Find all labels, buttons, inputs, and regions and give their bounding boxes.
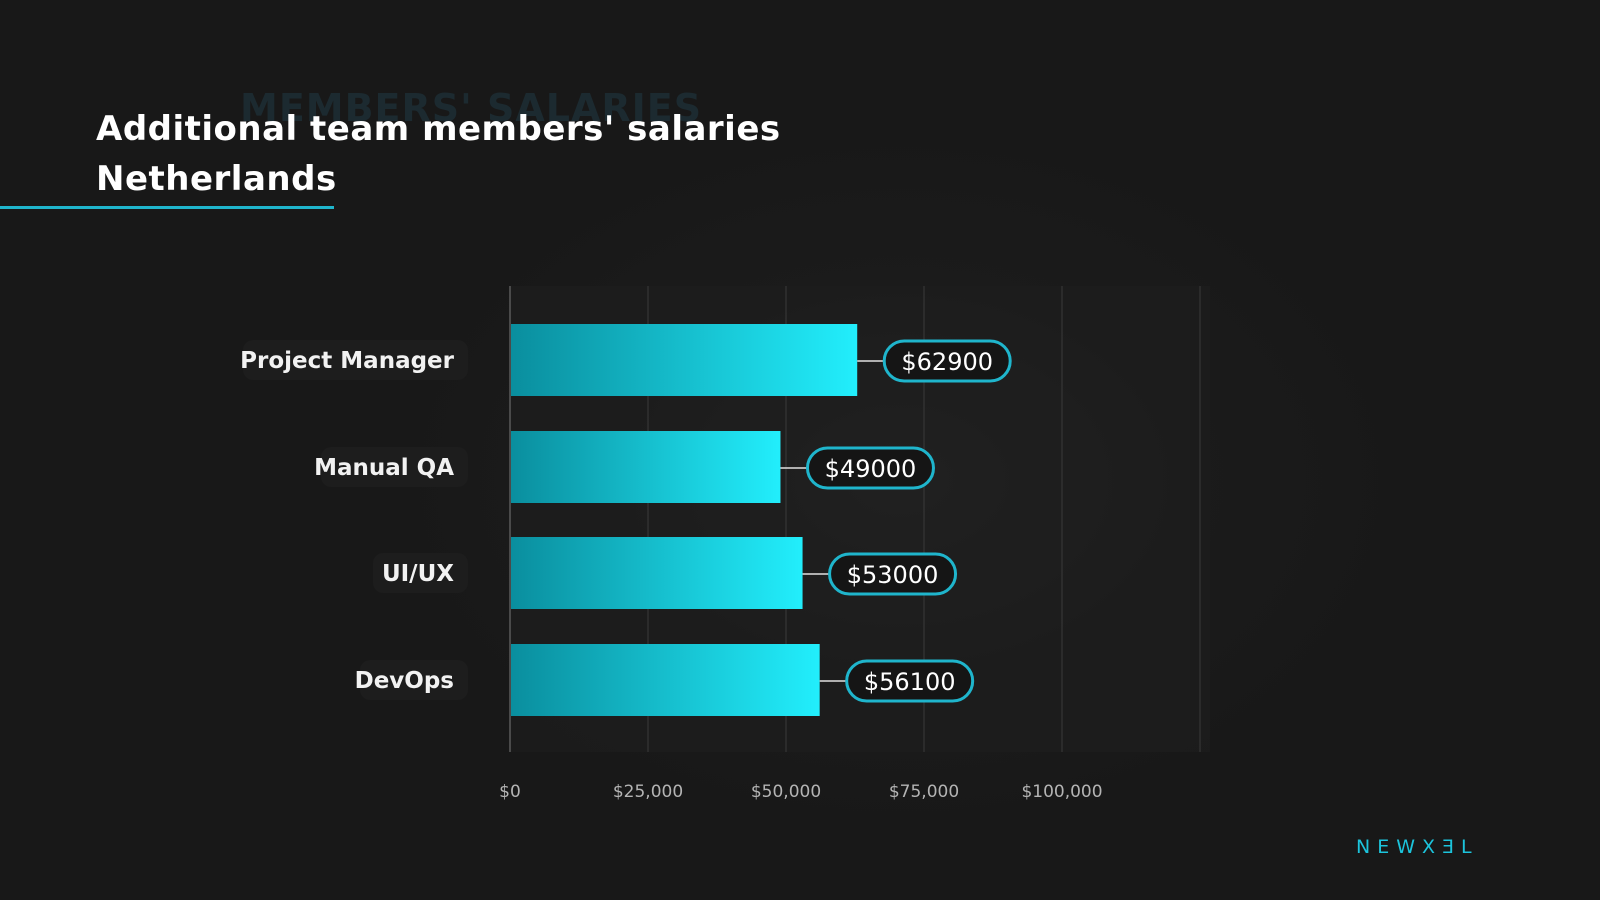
category-label: UI/UX [382,561,454,587]
title-line-1: Additional team members' salaries [96,109,781,149]
category-label: DevOps [355,668,454,694]
page-title: Additional team members' salaries Nether… [96,104,781,204]
category-label: Project Manager [240,348,454,374]
value-label-bg [828,552,958,596]
category-label-bg [360,660,468,700]
x-tick-label: $100,000 [1021,782,1102,802]
value-label: $49000 [825,455,917,483]
value-label-bg [845,659,975,703]
category-label-bg [373,553,468,593]
value-label: $56100 [864,668,956,696]
bar [511,324,858,396]
x-tick-label: $25,000 [613,782,683,802]
title-line-2: Netherlands [96,159,337,199]
value-label: $53000 [847,561,939,589]
value-label-bg [805,446,935,490]
newxel-logo: NEWXƎL [1356,836,1479,858]
x-tick-label: $0 [499,782,521,802]
category-label-bg [321,447,468,487]
bar [511,537,803,609]
x-tick-label: $50,000 [751,782,821,802]
bar [511,431,781,503]
category-label: Manual QA [314,455,454,481]
background-ghost-text: MEMBERS' SALARIES [240,86,703,130]
x-tick-label: $75,000 [889,782,959,802]
category-label-bg [243,340,468,380]
title-underline [0,206,334,209]
bar [511,644,820,716]
value-label-bg [882,339,1012,383]
value-label: $62900 [901,348,993,376]
